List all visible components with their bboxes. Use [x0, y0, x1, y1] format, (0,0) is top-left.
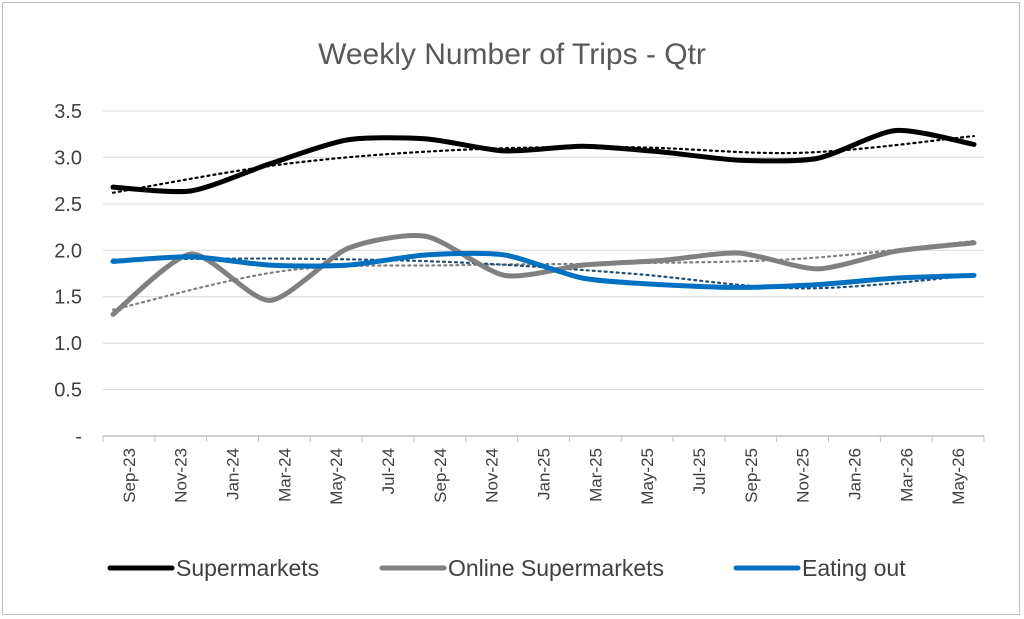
y-tick-label: 1.0: [54, 333, 82, 355]
x-tick-label: Sep-24: [431, 448, 450, 503]
legend-label: Online Supermarkets: [448, 555, 664, 581]
y-tick-label: 3.0: [54, 147, 82, 169]
x-tick-label: Jul-24: [379, 448, 398, 494]
x-axis: Sep-23 Nov-23 Jan-24 Mar-24 May-24 Jul-24 Sep-…: [102, 435, 985, 505]
x-tick-label: Nov-25: [794, 448, 813, 503]
series-lines: [110, 127, 977, 317]
y-axis-ticks: - 0.5 1.0 1.5 2.0 2.5 3.0 3.5: [54, 101, 82, 448]
trend-line: [111, 257, 976, 290]
legend: Supermarkets Online Supermarkets Eating ou…: [107, 555, 906, 581]
y-tick-label: 2.5: [54, 194, 82, 216]
x-tick-label: Jul-25: [690, 448, 709, 494]
x-tick-label: Jan-26: [845, 448, 864, 500]
y-tick-label: 0.5: [54, 380, 82, 402]
gridlines: [103, 110, 984, 391]
y-tick-label: 1.5: [54, 287, 82, 309]
y-tick-label: -: [75, 426, 82, 448]
x-tick-label: Sep-25: [742, 448, 761, 503]
x-tick-label: Nov-23: [172, 448, 191, 503]
x-tick-label: Sep-23: [120, 448, 139, 503]
series-line-eating-out: [110, 250, 977, 290]
x-tick-label: May-26: [949, 448, 968, 505]
legend-label: Eating out: [802, 555, 906, 581]
chart-title: Weekly Number of Trips - Qtr: [318, 38, 706, 71]
x-tick-label: Mar-25: [586, 448, 605, 502]
x-tick-label: Mar-24: [275, 448, 294, 502]
series-line-online-supermarkets: [110, 233, 977, 317]
x-tick-label: Nov-24: [483, 448, 502, 503]
x-tick-label: Jan-25: [535, 448, 554, 500]
x-tick-label: Jan-24: [224, 448, 243, 500]
y-tick-label: 2.0: [54, 240, 82, 262]
y-tick-label: 3.5: [54, 101, 82, 123]
trend-line: [111, 134, 976, 194]
trend-line: [111, 239, 976, 311]
x-tick-label: May-25: [638, 448, 657, 505]
legend-label: Supermarkets: [176, 555, 319, 581]
x-tick-label: Mar-26: [897, 448, 916, 502]
x-tick-label: May-24: [327, 448, 346, 505]
series-line-supermarkets: [110, 127, 977, 195]
